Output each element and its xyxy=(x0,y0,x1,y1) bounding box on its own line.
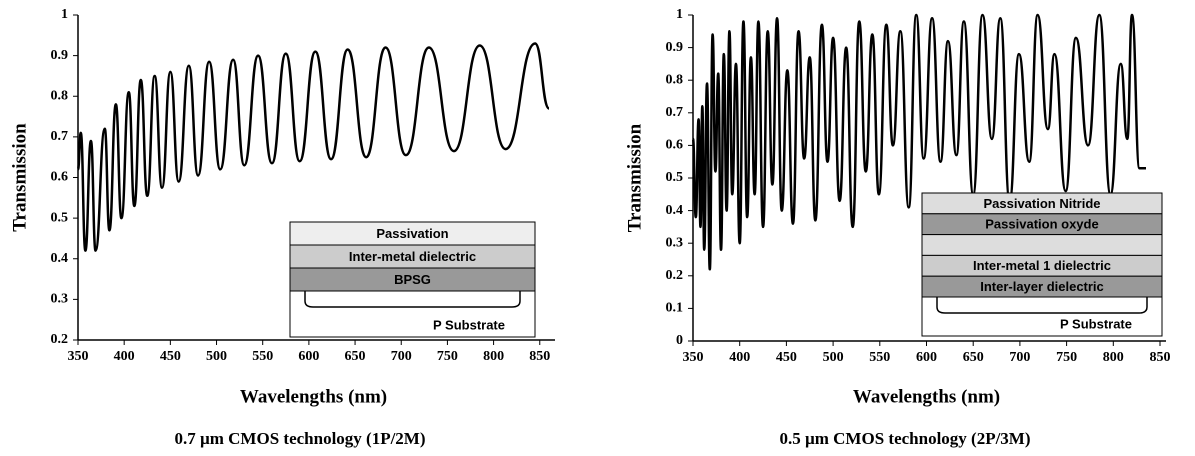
caption: 0.5 µm CMOS technology (2P/3M) xyxy=(779,429,1030,448)
x-tick-label: 650 xyxy=(345,349,366,364)
y-tick-label: 0.8 xyxy=(51,88,69,103)
y-tick-label: 0.4 xyxy=(666,203,684,218)
y-tick-label: 0.6 xyxy=(51,170,69,185)
x-tick-label: 750 xyxy=(437,349,458,364)
data-line xyxy=(76,42,551,252)
x-tick-label: 550 xyxy=(869,350,890,365)
inset-layer xyxy=(921,275,1163,298)
y-tick-label: 0.8 xyxy=(666,72,684,87)
y-tick-label: 0.3 xyxy=(666,235,684,250)
y-tick-label: 0.2 xyxy=(666,268,684,283)
inset-layer-label: Passivation xyxy=(376,226,448,241)
y-tick-label: 0.2 xyxy=(51,332,69,347)
x-tick-label: 500 xyxy=(206,349,227,364)
x-tick-label: 850 xyxy=(1150,350,1171,365)
inset-layer-label: Inter-metal dielectric xyxy=(349,249,476,264)
x-tick-label: 450 xyxy=(160,349,181,364)
x-tick-label: 350 xyxy=(68,349,89,364)
y-tick-label: 0.5 xyxy=(666,170,684,185)
x-tick-label: 850 xyxy=(529,349,550,364)
y-tick-label: 0.6 xyxy=(666,138,684,153)
inset-well xyxy=(304,291,521,308)
inset-well xyxy=(936,297,1148,314)
y-tick-label: 0.9 xyxy=(51,48,69,63)
y-tick-label: 0.7 xyxy=(666,105,684,120)
y-tick-label: 0.3 xyxy=(51,292,69,307)
y-tick-label: 1 xyxy=(676,7,683,22)
y-tick-label: 0 xyxy=(676,333,683,348)
x-tick-label: 650 xyxy=(963,350,984,365)
inset-layer xyxy=(921,234,1163,256)
x-tick-label: 550 xyxy=(252,349,273,364)
x-tick-label: 600 xyxy=(298,349,319,364)
inset-layer-label: Inter-layer dielectric xyxy=(980,279,1104,294)
y-axis-label: Transmission xyxy=(9,123,30,232)
inset-layer xyxy=(289,267,536,292)
x-tick-label: 400 xyxy=(114,349,135,364)
y-axis-label: Transmission xyxy=(624,123,645,232)
y-tick-label: 0.1 xyxy=(666,301,684,316)
x-axis-label: Wavelengths (nm) xyxy=(240,386,387,407)
x-tick-label: 400 xyxy=(729,350,750,365)
caption: 0.7 µm CMOS technology (1P/2M) xyxy=(174,429,425,448)
y-tick-label: 0.5 xyxy=(51,210,69,225)
y-tick-label: 1 xyxy=(61,7,68,22)
x-tick-label: 800 xyxy=(483,349,504,364)
inset-substrate-label: P Substrate xyxy=(1060,316,1132,331)
inset-layer-label: Inter-metal 1 dielectric xyxy=(973,258,1111,273)
y-tick-label: 0.7 xyxy=(51,129,69,144)
x-axis-label: Wavelengths (nm) xyxy=(853,386,1000,407)
x-tick-label: 350 xyxy=(683,350,704,365)
inset-layer-label: BPSG xyxy=(394,272,431,287)
inset-substrate-label: P Substrate xyxy=(433,317,505,332)
x-tick-label: 500 xyxy=(823,350,844,365)
x-tick-label: 600 xyxy=(916,350,937,365)
y-tick-label: 0.9 xyxy=(666,40,684,55)
x-tick-label: 700 xyxy=(391,349,412,364)
inset-layer-label: Passivation oxyde xyxy=(985,217,1098,232)
data-line xyxy=(691,13,1146,271)
y-tick-label: 0.4 xyxy=(51,251,69,266)
x-tick-label: 700 xyxy=(1009,350,1030,365)
x-tick-label: 750 xyxy=(1056,350,1077,365)
x-tick-label: 450 xyxy=(776,350,797,365)
inset-layer-label: Passivation Nitride xyxy=(983,196,1100,211)
x-tick-label: 800 xyxy=(1103,350,1124,365)
